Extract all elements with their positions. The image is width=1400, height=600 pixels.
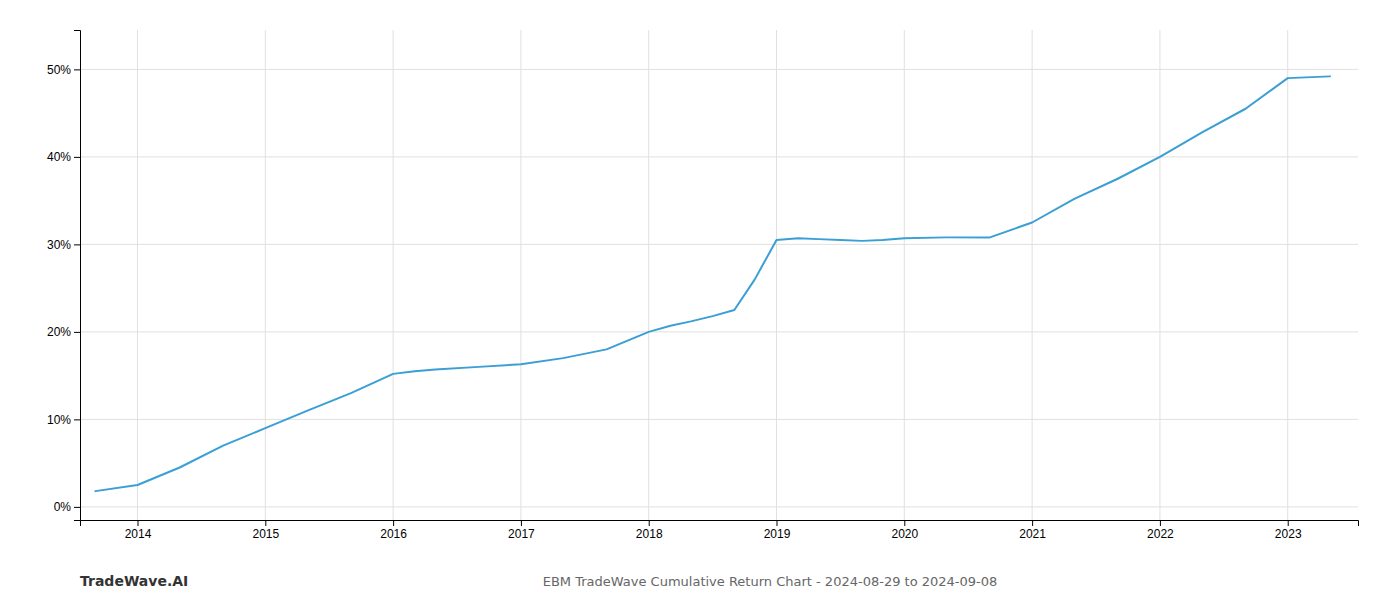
plot-area: 2014 2015 2016 2017 2018 2019 2020 2021 2022 2023… (47, 30, 1359, 541)
grid-line (776, 30, 777, 520)
tick-mark (74, 157, 80, 158)
tick-mark (1160, 520, 1161, 526)
grid-line (265, 30, 266, 520)
tick-label: 2022 (1147, 527, 1174, 541)
tick-mark (521, 520, 522, 526)
tick-mark (74, 332, 80, 333)
grid-line (80, 419, 1358, 420)
tick: 2018 (636, 520, 663, 541)
grid-line (1287, 30, 1288, 520)
tick-label: 2017 (508, 527, 535, 541)
tick: 2014 (125, 520, 152, 541)
line (95, 76, 1330, 491)
tick-mark (74, 244, 80, 245)
grid-line (648, 30, 649, 520)
tick: 2016 (380, 520, 407, 541)
y-axis: 0% 10% 20% 30% 40% 50% (47, 31, 81, 521)
tick-label: 30% (47, 238, 71, 252)
tick-label: 0% (54, 500, 72, 514)
tick-label: 2014 (125, 527, 152, 541)
grid-line (80, 331, 1358, 332)
tick: 50% (47, 63, 80, 77)
tick-label: 20% (47, 325, 71, 339)
grid-line (80, 244, 1358, 245)
tick-mark (904, 520, 905, 526)
tick-label: 2015 (252, 527, 279, 541)
tick-mark (74, 69, 80, 70)
tick-mark (777, 520, 778, 526)
grid (80, 30, 1358, 520)
tick-label: 50% (47, 63, 71, 77)
grid-line (80, 506, 1358, 507)
chart: 2014 2015 2016 2017 2018 2019 2020 2021 2022 2023… (0, 0, 1400, 600)
annotation: TradeWave.AI (80, 573, 188, 589)
tick-label: 2018 (636, 527, 663, 541)
x-axis: 2014 2015 2016 2017 2018 2019 2020 2021 2022 2023 (81, 520, 1359, 541)
tick: 10% (47, 413, 80, 427)
tick-mark (1032, 520, 1033, 526)
tick: 2015 (252, 520, 279, 541)
tick-mark (74, 507, 80, 508)
tick-label: 2016 (380, 527, 407, 541)
tick-label: 10% (47, 413, 71, 427)
grid-line (904, 30, 905, 520)
tick-mark (138, 520, 139, 526)
grid-line (80, 69, 1358, 70)
grid-line (80, 156, 1358, 157)
tick-mark (265, 520, 266, 526)
grid-line (393, 30, 394, 520)
tick-label: 2021 (1019, 527, 1046, 541)
tick: 2022 (1147, 520, 1174, 541)
tick: 30% (47, 238, 80, 252)
tick: 2017 (508, 520, 535, 541)
grid-line (1032, 30, 1033, 520)
tick: 2019 (764, 520, 791, 541)
tick: 40% (47, 150, 80, 164)
tick-mark (1288, 520, 1289, 526)
tick-mark (74, 419, 80, 420)
axis-line (74, 31, 81, 521)
tick: 2023 (1275, 520, 1302, 541)
grid-line (520, 30, 521, 520)
grid-line (137, 30, 138, 520)
title: EBM TradeWave Cumulative Return Chart - … (543, 574, 998, 589)
grid-line (1159, 30, 1160, 520)
tick-mark (649, 520, 650, 526)
tick-mark (393, 520, 394, 526)
tick-label: 2023 (1275, 527, 1302, 541)
tick-label: 2019 (764, 527, 791, 541)
tick: 2021 (1019, 520, 1046, 541)
tick: 2020 (891, 520, 918, 541)
tick: 20% (47, 325, 80, 339)
tick-label: 40% (47, 150, 71, 164)
axis-line (81, 521, 1359, 527)
marks (95, 76, 1330, 491)
tick: 0% (54, 500, 80, 514)
tick-label: 2020 (891, 527, 918, 541)
